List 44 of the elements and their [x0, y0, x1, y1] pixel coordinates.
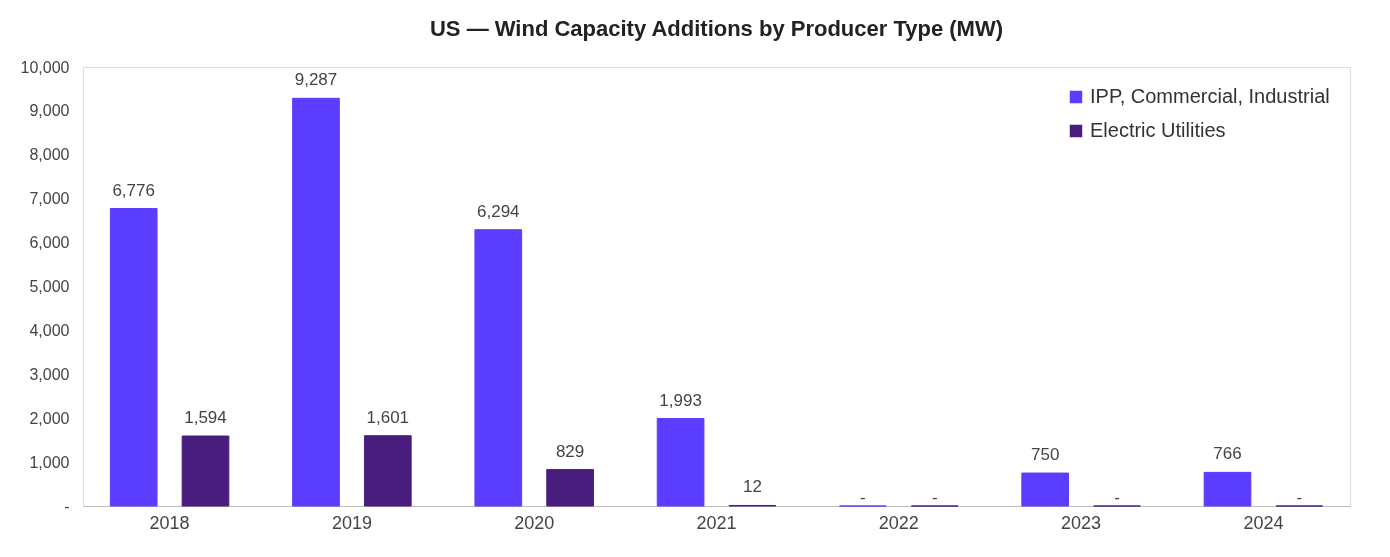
bar	[1203, 471, 1252, 507]
y-tick-label: 8,000	[29, 146, 70, 164]
bar	[656, 418, 705, 507]
data-label: 1,594	[184, 408, 227, 428]
x-tick-label: 2018	[149, 512, 190, 533]
x-tick-label: 2023	[1061, 512, 1102, 533]
legend-label: IPP, Commercial, Industrial	[1090, 85, 1330, 107]
bar	[546, 469, 594, 507]
bar	[1021, 472, 1070, 507]
data-label: -	[1296, 488, 1303, 507]
x-tick-label: 2020	[514, 512, 555, 533]
y-tick-label: 5,000	[29, 278, 70, 295]
y-tick-label: 10,000	[20, 58, 70, 76]
bar	[292, 97, 340, 507]
y-tick-label: 7,000	[29, 190, 70, 208]
data-label: -	[860, 488, 866, 507]
y-tick-label: 2,000	[29, 409, 70, 427]
bar	[474, 229, 523, 507]
bar	[181, 435, 230, 507]
data-label: 12	[742, 477, 762, 497]
data-label: -	[931, 488, 938, 507]
data-label: 750	[1031, 445, 1060, 465]
legend-label: Electric Utilities	[1090, 119, 1226, 141]
y-tick-label: 1,000	[29, 453, 70, 471]
data-label: 766	[1213, 444, 1242, 464]
bar	[109, 208, 158, 507]
bar	[363, 435, 412, 507]
x-tick-label: 2019	[331, 512, 372, 533]
chart-title: US — Wind Capacity Additions by Producer Type (MW)	[429, 16, 1004, 41]
y-tick-label: -	[64, 497, 70, 515]
x-tick-label: 2021	[696, 512, 737, 533]
x-tick-label: 2022	[878, 512, 919, 533]
x-tick-label: 2024	[1243, 512, 1284, 533]
data-label: 6,294	[477, 201, 520, 221]
data-label: 6,776	[112, 180, 155, 200]
data-label: 1,993	[659, 390, 702, 410]
data-label: 829	[555, 441, 585, 461]
y-tick-label: 9,000	[29, 102, 70, 120]
y-tick-label: 6,000	[29, 234, 70, 252]
data-label: -	[1114, 488, 1120, 507]
y-tick-label: 3,000	[29, 365, 70, 383]
data-label: 9,287	[294, 70, 338, 90]
y-tick-label: 4,000	[29, 321, 70, 339]
data-label: 1,601	[366, 407, 410, 427]
